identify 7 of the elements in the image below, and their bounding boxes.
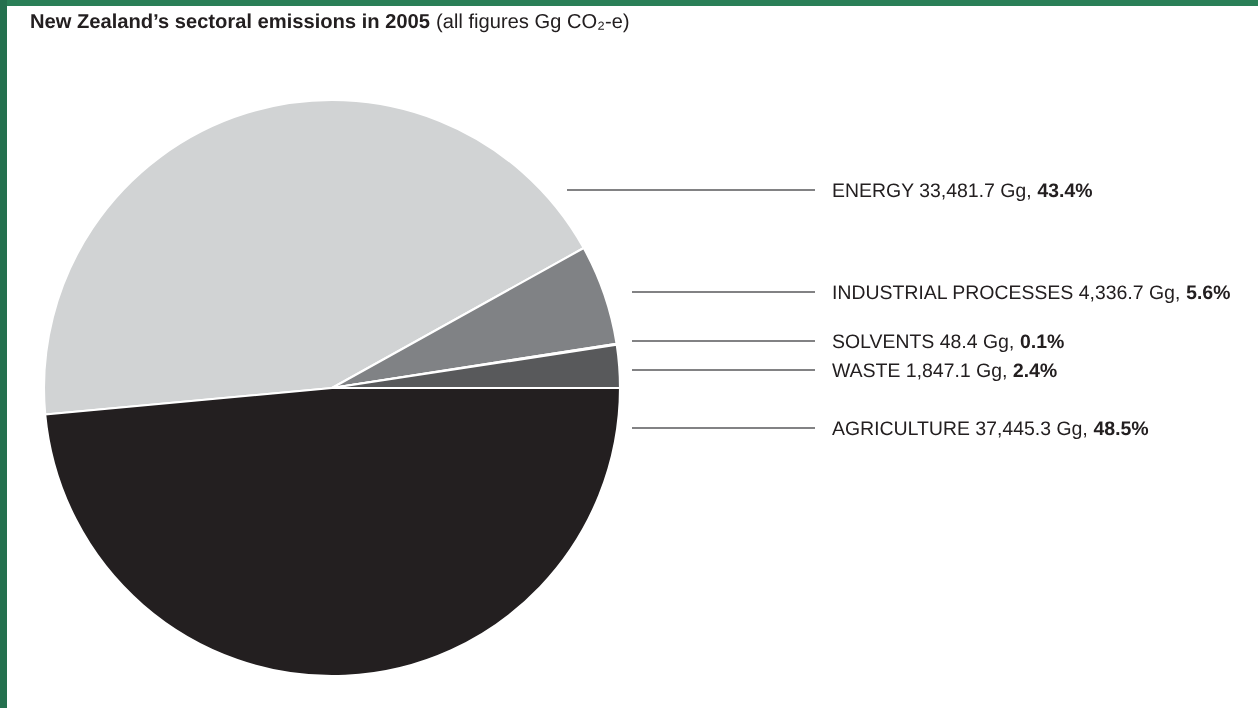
chart-title: New Zealand’s sectoral emissions in 2005 xyxy=(31,13,430,29)
slice-label: ENERGY 33,481.7 Gg, 43.4% xyxy=(833,183,1092,202)
slice-label: WASTE 1,847.1 Gg, 2.4% xyxy=(832,363,1057,382)
chart-subtitle: (all figures Gg CO₂-e) xyxy=(437,13,629,33)
slice-label: INDUSTRIAL PROCESSES 4,336.7 Gg, 5.6% xyxy=(833,285,1230,304)
slice-label: AGRICULTURE 37,445.3 Gg, 48.5% xyxy=(832,421,1149,440)
slice-label: SOLVENTS 48.4 Gg, 0.1% xyxy=(832,334,1064,353)
